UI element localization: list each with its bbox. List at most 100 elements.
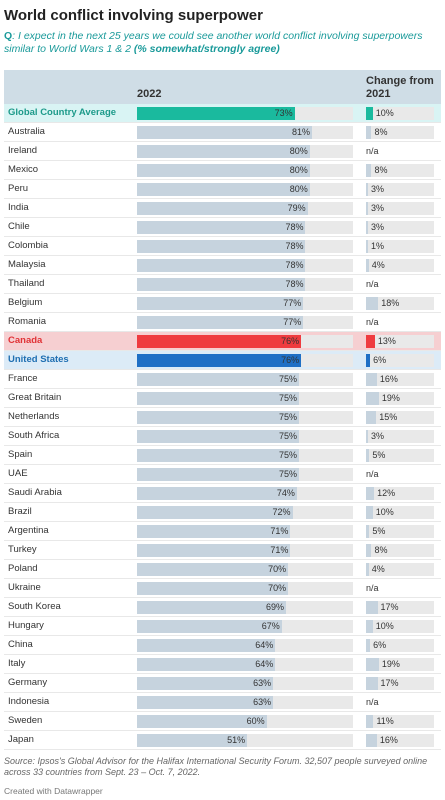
country-label: South Korea	[8, 601, 61, 612]
table-row: Romania 77% n/a	[4, 313, 441, 332]
change-bar	[366, 544, 372, 557]
table-row: Saudi Arabia 74% 12%	[4, 484, 441, 503]
value-bar	[137, 183, 310, 196]
value-label: 63%	[253, 678, 272, 688]
country-label: Brazil	[8, 506, 32, 517]
value-bar	[137, 316, 304, 329]
value-label: 75%	[278, 374, 297, 384]
table-row: Peru 80% 3%	[4, 180, 441, 199]
value-bar	[137, 107, 295, 120]
value-label: 75%	[278, 412, 297, 422]
value-track: 70%	[137, 582, 353, 595]
value-label: 76%	[281, 355, 300, 365]
country-label: Great Britain	[8, 392, 62, 403]
value-label: 76%	[281, 336, 300, 346]
change-track: 3%	[366, 202, 434, 215]
value-track: 78%	[137, 278, 353, 291]
country-label: France	[8, 373, 38, 384]
change-bar	[366, 183, 369, 196]
change-track: 5%	[366, 525, 434, 538]
country-label: United States	[8, 354, 69, 365]
change-na-label: n/a	[366, 583, 379, 593]
change-track: 15%	[366, 411, 434, 424]
value-track: 77%	[137, 297, 353, 310]
change-track: 19%	[366, 392, 434, 405]
table-row: Thailand 78% n/a	[4, 275, 441, 294]
country-label: China	[8, 639, 33, 650]
country-label: Colombia	[8, 240, 49, 251]
value-label: 51%	[227, 735, 246, 745]
table-row: Global Country Average 73% 10%	[4, 104, 441, 123]
datawrapper-credit[interactable]: Created with Datawrapper	[4, 786, 103, 796]
value-label: 60%	[246, 716, 265, 726]
value-bar	[137, 449, 299, 462]
table-row: Great Britain 75% 19%	[4, 389, 441, 408]
value-label: 63%	[253, 697, 272, 707]
value-label: 78%	[285, 241, 304, 251]
value-bar	[137, 715, 267, 728]
value-bar	[137, 335, 302, 348]
change-label: 10%	[375, 507, 394, 517]
change-label: 6%	[373, 640, 387, 650]
change-track: 4%	[366, 563, 434, 576]
value-label: 78%	[285, 222, 304, 232]
change-label: 3%	[371, 184, 385, 194]
change-label: 5%	[372, 526, 386, 536]
value-bar	[137, 259, 306, 272]
table-row: Brazil 72% 10%	[4, 503, 441, 522]
change-label: 15%	[379, 412, 398, 422]
change-label: 17%	[380, 678, 399, 688]
country-label: Thailand	[8, 278, 45, 289]
value-label: 64%	[255, 640, 274, 650]
value-track: 69%	[137, 601, 353, 614]
change-na-label: n/a	[366, 469, 379, 479]
value-label: 71%	[270, 545, 289, 555]
table-row: South Africa 75% 3%	[4, 427, 441, 446]
value-label: 75%	[278, 469, 297, 479]
value-label: 75%	[278, 393, 297, 403]
table-row: Argentina 71% 5%	[4, 522, 441, 541]
value-bar	[137, 202, 308, 215]
change-bar	[366, 259, 369, 272]
change-track: 3%	[366, 183, 434, 196]
change-bar	[366, 392, 379, 405]
change-label: 3%	[371, 431, 385, 441]
change-label: 19%	[381, 393, 400, 403]
value-bar	[137, 620, 282, 633]
change-label: 3%	[371, 222, 385, 232]
change-bar	[366, 411, 377, 424]
value-label: 80%	[289, 184, 308, 194]
value-bar	[137, 373, 299, 386]
value-track: 76%	[137, 335, 353, 348]
change-bar	[366, 373, 377, 386]
header-change: Change from 2021	[366, 75, 434, 101]
change-label: 13%	[377, 336, 396, 346]
value-track: 78%	[137, 221, 353, 234]
value-track: 75%	[137, 468, 353, 481]
change-label: 17%	[380, 602, 399, 612]
value-bar	[137, 126, 312, 139]
change-track: 6%	[366, 354, 434, 367]
value-track: 76%	[137, 354, 353, 367]
value-track: 51%	[137, 734, 353, 747]
table-row: Japan 51% 16%	[4, 731, 441, 750]
value-track: 63%	[137, 696, 353, 709]
change-label: 11%	[376, 716, 394, 726]
change-na-label: n/a	[366, 146, 379, 156]
change-label: 1%	[371, 241, 385, 251]
country-label: Ukraine	[8, 582, 41, 593]
change-na-label: n/a	[366, 697, 379, 707]
country-label: Indonesia	[8, 696, 50, 707]
change-bar	[366, 620, 373, 633]
value-track: 63%	[137, 677, 353, 690]
table-row: United States 76% 6%	[4, 351, 441, 370]
change-track: 13%	[366, 335, 434, 348]
change-track: 17%	[366, 677, 434, 690]
value-bar	[137, 639, 276, 652]
table-row: Ireland 80% n/a	[4, 142, 441, 161]
value-track: 67%	[137, 620, 353, 633]
value-bar	[137, 525, 291, 538]
table-row: Sweden 60% 11%	[4, 712, 441, 731]
change-track: 16%	[366, 734, 434, 747]
table-row: Germany 63% 17%	[4, 674, 441, 693]
